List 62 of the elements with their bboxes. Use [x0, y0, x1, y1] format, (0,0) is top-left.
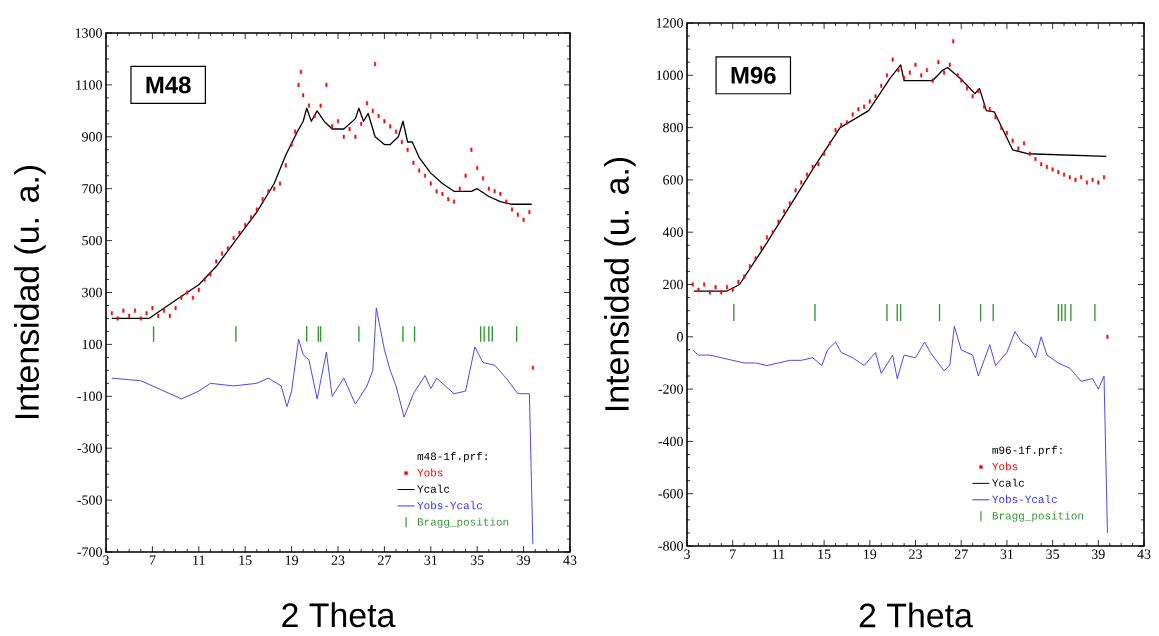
legend-label: Bragg_position: [992, 511, 1084, 522]
y-tick-label: -300: [77, 443, 102, 453]
y-tick-label: 1300: [75, 28, 102, 38]
x-tick-label: 23: [331, 555, 345, 565]
y-tick-label: 600: [663, 175, 683, 185]
x-tick-label: 19: [285, 555, 299, 565]
legend-title: m48-1f.prf:: [417, 451, 487, 463]
legend-label: Yobs-Ycalc: [992, 495, 1057, 504]
y-tick-label: 400: [662, 227, 683, 237]
y-axis-title: Intensidad (u. a.): [14, 165, 46, 419]
y-tick-label: -500: [77, 495, 102, 505]
x-tick-label: 35: [470, 555, 484, 565]
legend-label: Yobs-Ycalc: [417, 501, 483, 510]
y-tick-label: 1200: [656, 18, 683, 28]
x-tick-label: 11: [772, 549, 785, 559]
y-tick-label: 100: [82, 339, 102, 350]
legend-label: Yobs: [992, 462, 1018, 471]
x-tick-label: 15: [818, 549, 831, 559]
x-tick-label: 19: [864, 549, 877, 559]
y-tick-label: 700: [82, 183, 102, 194]
x-tick-label: 3: [103, 555, 109, 565]
y-tick-label: 0: [677, 332, 683, 342]
x-tick-label: 35: [1046, 549, 1060, 559]
y-tick-label: 500: [82, 235, 102, 246]
legend-label: Ycalc: [992, 478, 1024, 487]
x-tick-label: 23: [909, 549, 922, 559]
line-series: [692, 325, 1108, 534]
y-tick-label: 1000: [656, 70, 683, 81]
y-tick-label: 800: [663, 122, 683, 133]
x-tick-label: 3: [684, 549, 690, 559]
x-tick-label: 31: [424, 555, 437, 565]
y-tick-label: 900: [82, 132, 102, 142]
x-tick-label: 7: [149, 555, 156, 565]
y-tick-label: 1100: [76, 80, 102, 90]
x-tick-label: 39: [517, 555, 531, 565]
x-tick-label: 27: [378, 555, 391, 565]
legend-label: Ycalc: [417, 484, 450, 493]
legend-label: Yobs: [417, 468, 443, 477]
x-tick-label: 27: [954, 549, 968, 559]
x-axis-title: 2 Theta: [282, 602, 396, 628]
x-tick-label: 31: [1000, 549, 1014, 559]
legend-title: m96-1f.prf:: [992, 445, 1062, 457]
x-tick-label: 43: [1137, 549, 1151, 559]
annotation: M48: [146, 76, 191, 94]
y-axis-title: Intensidad (u. a.): [604, 157, 636, 411]
y-tick-label: -700: [77, 547, 102, 557]
y-tick-label: -200: [658, 384, 683, 394]
y-tick-label: -100: [77, 391, 102, 402]
y-tick-label: -400: [658, 436, 683, 447]
x-tick-label: 39: [1092, 549, 1105, 559]
legend-label: Bragg_position: [417, 517, 509, 528]
x-tick-label: 7: [730, 549, 736, 559]
x-tick-label: 43: [563, 555, 577, 565]
annotation: M96: [731, 66, 776, 84]
x-axis-title: 2 Theta: [859, 602, 973, 628]
x-tick-label: 11: [193, 555, 205, 565]
y-tick-label: -800: [658, 541, 683, 551]
y-tick-label: 300: [82, 287, 102, 298]
line-series: [111, 307, 534, 545]
y-tick-label: -600: [658, 488, 683, 499]
x-tick-label: 15: [239, 555, 252, 565]
y-tick-label: 200: [663, 279, 683, 290]
